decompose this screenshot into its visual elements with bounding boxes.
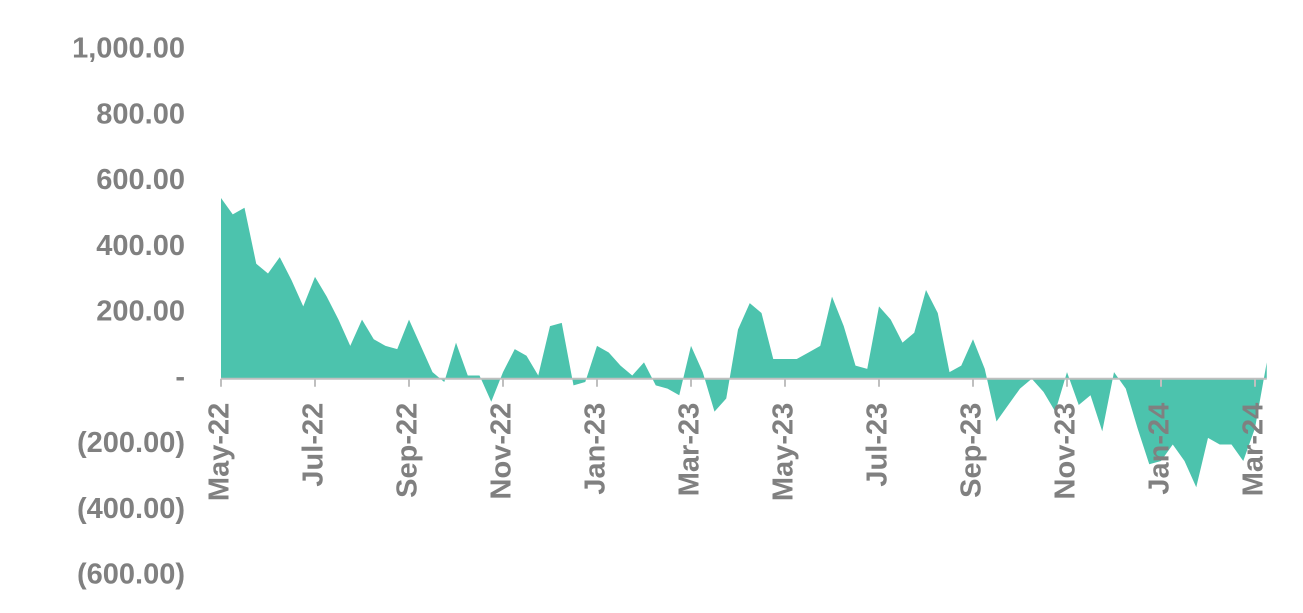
y-tick-label: 600.00 (96, 164, 185, 196)
x-tick-label: May-23 (768, 403, 800, 501)
x-tick-label: Mar-24 (1238, 403, 1270, 497)
y-tick-label: (600.00) (77, 559, 185, 591)
y-tick-label: (200.00) (77, 427, 185, 459)
y-tick-label: 400.00 (96, 230, 185, 262)
x-tick-label: Jul-23 (862, 403, 894, 487)
x-tick-label: Jan-23 (580, 403, 612, 495)
x-tick-label: Nov-22 (486, 403, 518, 500)
y-tick-label: - (175, 361, 185, 393)
x-tick-label: May-22 (204, 403, 236, 501)
x-tick-label: Sep-22 (392, 403, 424, 498)
y-tick-label: 1,000.00 (72, 33, 185, 65)
y-tick-label: (400.00) (77, 493, 185, 525)
x-tick-label: Jul-22 (298, 403, 330, 487)
x-tick-label: Sep-23 (956, 403, 988, 498)
x-tick-label: Nov-23 (1050, 403, 1082, 500)
x-tick-label: Jan-24 (1144, 403, 1176, 495)
y-tick-label: 200.00 (96, 296, 185, 328)
y-tick-label: 800.00 (96, 98, 185, 130)
area (221, 197, 1267, 488)
x-tick-label: Mar-23 (674, 403, 706, 497)
